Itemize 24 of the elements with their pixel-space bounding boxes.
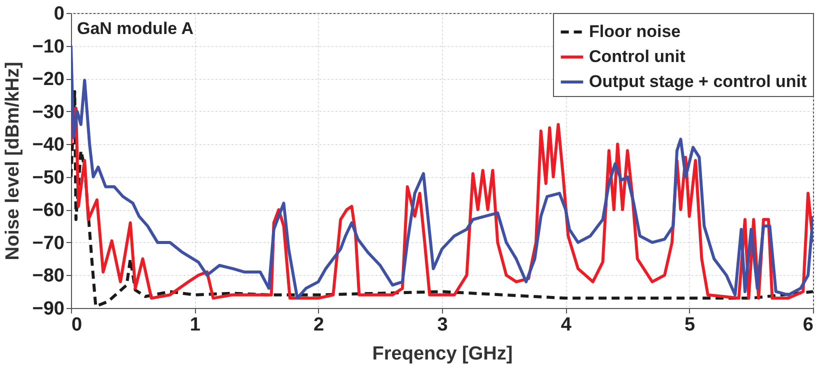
y-tick-label: −20	[32, 69, 64, 90]
y-tick-label: −90	[32, 298, 64, 320]
y-tick-label: −10	[32, 36, 64, 58]
y-tick-label: 0	[54, 4, 64, 24]
y-tick-label: −40	[32, 134, 64, 156]
x-tick-label: 1	[190, 314, 201, 336]
x-tick-label: 6	[802, 314, 814, 336]
y-tick-label: −50	[32, 167, 64, 188]
y-tick-label: −80	[32, 266, 64, 287]
legend-label: Control unit	[589, 47, 686, 66]
y-tick-label: −30	[32, 102, 64, 123]
y-tick-label: −70	[32, 232, 64, 254]
x-tick-label: 2	[314, 314, 324, 336]
x-tick-label: 3	[437, 314, 448, 336]
y-tick-label: −60	[32, 200, 64, 222]
x-tick-label: 4	[560, 314, 572, 336]
legend-label: Output stage + control unit	[589, 72, 808, 91]
x-axis-title: Freqency [GHz]	[372, 344, 513, 364]
x-tick-label: 5	[684, 314, 696, 336]
x-tick-label: 0	[72, 314, 82, 336]
annotation: GaN module A	[77, 19, 194, 38]
line-series	[71, 44, 813, 300]
y-axis-title: Noise level [dBm/kHz]	[2, 62, 24, 260]
legend-label: Floor noise	[589, 22, 681, 41]
